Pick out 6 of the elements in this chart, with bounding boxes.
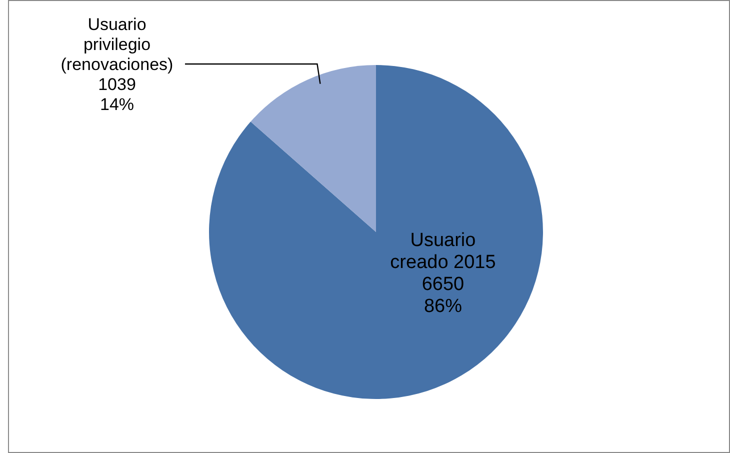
slice-label: Usuario creado 2015	[390, 230, 496, 273]
pie-slice	[209, 65, 543, 399]
slice-label: Usuario privilegio (renovaciones)	[60, 15, 174, 74]
data-label: 1039 14%	[98, 75, 136, 114]
data-label: 6650 86%	[422, 274, 464, 317]
pie-slice	[250, 65, 376, 232]
